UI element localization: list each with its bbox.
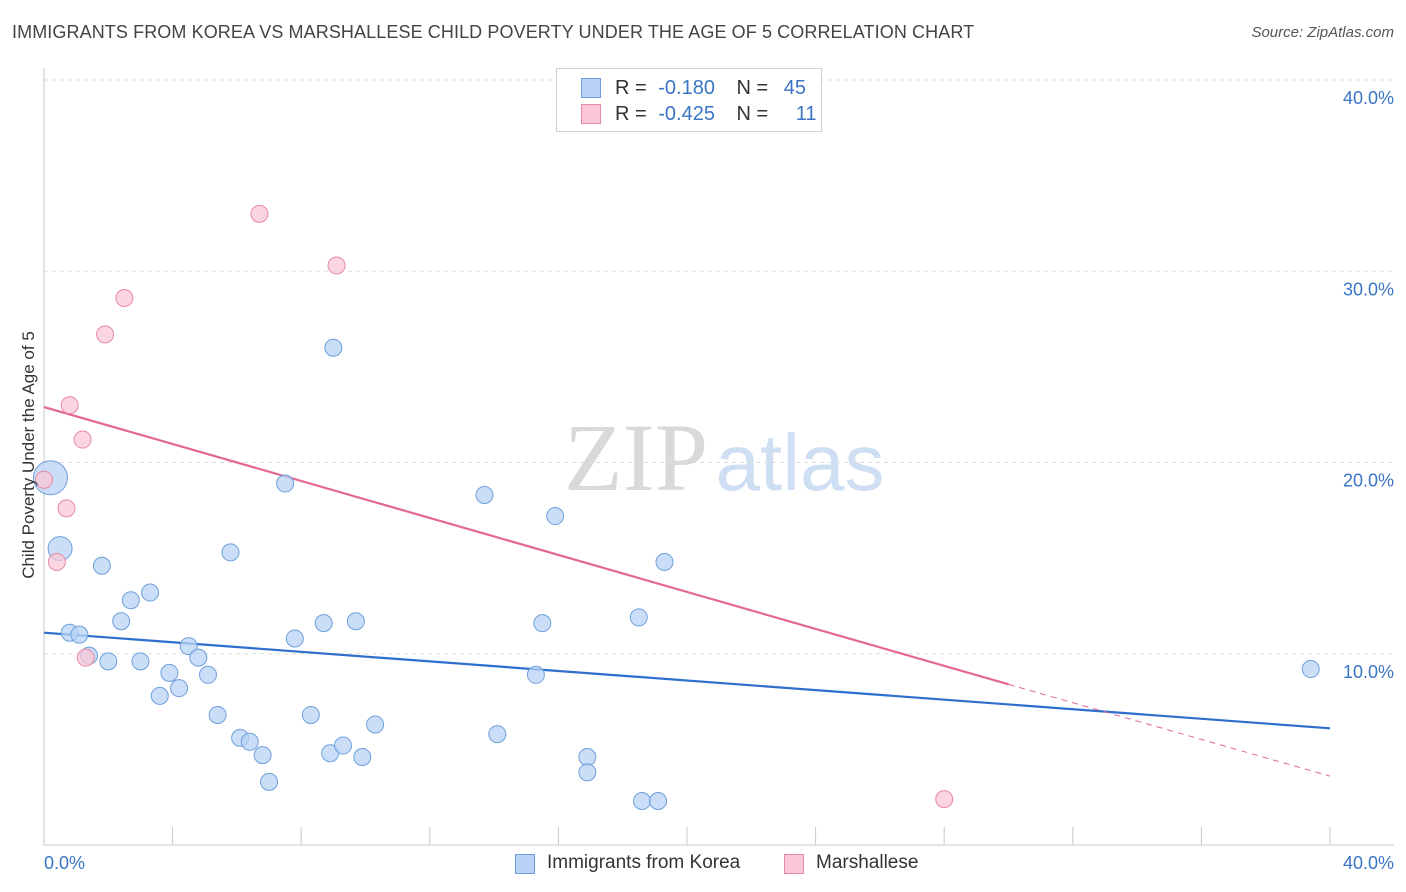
- legend-swatch-marshallese: [581, 104, 601, 124]
- korea-point: [150, 686, 169, 705]
- x-tick-label: 40.0%: [1343, 853, 1394, 873]
- korea-point: [208, 705, 227, 724]
- korea-point: [131, 652, 150, 671]
- correlation-legend: R = -0.180 N = 45 R = -0.425 N = 11: [556, 68, 822, 132]
- korea-point: [578, 748, 597, 767]
- korea-trend-line: [43, 631, 1331, 730]
- legend-r-label: R =: [615, 103, 647, 125]
- legend-r-value: -0.425: [658, 103, 715, 125]
- korea-point: [221, 543, 240, 562]
- korea-point: [314, 614, 333, 633]
- korea-point: [70, 625, 89, 644]
- marshallese-point: [47, 552, 66, 571]
- bottom-legend-label-marshallese: Marshallese: [816, 852, 919, 873]
- korea-point: [353, 748, 372, 767]
- source-credit: Source: ZipAtlas.com: [1251, 24, 1394, 41]
- korea-point: [546, 507, 565, 526]
- korea-point: [333, 736, 352, 755]
- korea-point: [655, 552, 674, 571]
- korea-point: [179, 637, 198, 656]
- legend-r-value: -0.180: [658, 77, 715, 99]
- legend-n-label: N =: [736, 103, 769, 125]
- marshallese-point: [115, 289, 134, 308]
- watermark: ZIP atlas: [564, 404, 884, 511]
- korea-point: [301, 705, 320, 724]
- korea-point: [198, 665, 217, 684]
- korea-point: [533, 614, 552, 633]
- korea-point: [366, 715, 385, 734]
- watermark-zip: ZIP: [564, 404, 708, 511]
- y-axis-label: Child Poverty Under the Age of 5: [19, 331, 38, 579]
- bottom-legend-label-korea: Immigrants from Korea: [547, 852, 741, 873]
- korea-point: [346, 612, 365, 631]
- korea-point: [324, 338, 343, 357]
- legend-swatch-korea: [581, 78, 601, 98]
- korea-point: [160, 663, 179, 682]
- chart-title: IMMIGRANTS FROM KOREA VS MARSHALLESE CHI…: [12, 22, 975, 42]
- korea-point: [285, 629, 304, 648]
- marshallese-point: [327, 256, 346, 275]
- korea-point: [99, 652, 118, 671]
- korea-point: [578, 763, 597, 782]
- korea-point: [526, 665, 545, 684]
- korea-point: [240, 732, 259, 751]
- korea-point: [112, 612, 131, 631]
- y-tick-label: 20.0%: [1343, 471, 1394, 491]
- korea-point: [649, 792, 668, 811]
- y-tick-label: 40.0%: [1343, 88, 1394, 108]
- marshallese-point: [250, 204, 269, 223]
- x-tick-label: 0.0%: [44, 853, 85, 873]
- legend-r-label: R =: [615, 77, 647, 99]
- korea-point: [632, 792, 651, 811]
- korea-point: [629, 608, 648, 627]
- korea-point: [121, 591, 140, 610]
- marshallese-point: [76, 648, 95, 667]
- marshallese-point: [35, 470, 53, 489]
- korea-point: [141, 583, 160, 602]
- korea-point: [1301, 660, 1320, 679]
- marshallese-point: [60, 396, 79, 415]
- legend-n-label: N =: [736, 77, 769, 99]
- korea-point: [170, 679, 189, 698]
- marshallese-trend-extension: [1008, 683, 1331, 777]
- korea-point: [92, 556, 111, 575]
- korea-point: [475, 486, 494, 505]
- marshallese-point: [57, 499, 76, 518]
- bottom-legend-swatch-marshallese: [784, 854, 804, 874]
- marshallese-point: [96, 325, 115, 344]
- legend-n-value: 11: [795, 103, 817, 125]
- legend-n-value: 45: [783, 77, 807, 99]
- marshallese-point: [935, 790, 954, 809]
- korea-point: [189, 648, 208, 667]
- korea-point: [276, 474, 295, 493]
- bottom-legend-swatch-korea: [515, 854, 535, 874]
- marshallese-trend-line: [43, 405, 1009, 686]
- korea-point: [488, 725, 507, 744]
- marshallese-point: [73, 430, 92, 449]
- y-tick-label: 10.0%: [1343, 662, 1394, 682]
- y-tick-label: 30.0%: [1343, 279, 1394, 299]
- korea-point: [260, 772, 279, 791]
- korea-point: [253, 746, 272, 765]
